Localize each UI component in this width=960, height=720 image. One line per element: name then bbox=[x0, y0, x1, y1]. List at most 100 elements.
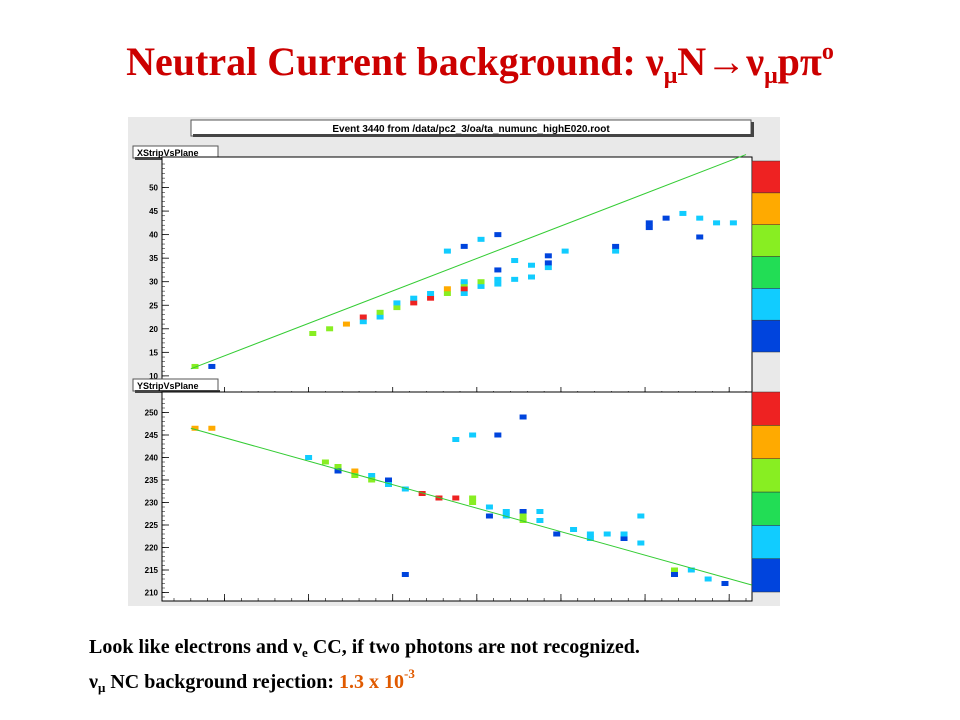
caption-line1-start: Look like electrons and bbox=[89, 636, 294, 658]
title-n: N bbox=[677, 39, 707, 84]
hit-marker bbox=[191, 363, 199, 369]
hit-marker bbox=[494, 267, 502, 273]
fit-line bbox=[190, 154, 747, 370]
hit-marker bbox=[553, 531, 561, 537]
y-tick-label: 230 bbox=[145, 499, 159, 508]
hit-marker bbox=[528, 262, 535, 268]
hit-marker bbox=[393, 305, 401, 311]
event-header-box: Event 3440 from /data/pc2_3/oa/ta_numunc… bbox=[190, 119, 754, 137]
y-tick-label: 20 bbox=[149, 325, 158, 334]
rejection-exponent: -3 bbox=[404, 666, 415, 681]
y-tick-label: 210 bbox=[145, 589, 159, 598]
hit-marker bbox=[443, 248, 451, 254]
hit-marker bbox=[477, 279, 485, 285]
hit-marker bbox=[696, 234, 704, 240]
hit-marker bbox=[359, 319, 367, 325]
hit-marker bbox=[401, 486, 409, 492]
hit-marker bbox=[544, 253, 552, 259]
hit-marker bbox=[485, 513, 493, 519]
hit-marker bbox=[359, 314, 367, 320]
x-tick-label: 740 bbox=[470, 605, 484, 606]
caption-line2-nu: ν bbox=[89, 671, 98, 693]
hit-marker bbox=[469, 495, 477, 501]
hit-marker bbox=[494, 276, 502, 282]
y-tick-label: 25 bbox=[149, 301, 158, 310]
hit-marker bbox=[519, 518, 527, 523]
y-tick-label: 50 bbox=[149, 184, 158, 193]
hit-marker bbox=[477, 283, 485, 289]
color-scale-band bbox=[751, 192, 780, 225]
y-tick-label: 225 bbox=[145, 521, 159, 530]
hit-marker bbox=[418, 491, 426, 496]
hit-marker bbox=[351, 473, 359, 478]
caption-line2-text: NC background rejection: bbox=[105, 671, 340, 693]
plot-frame bbox=[161, 156, 753, 395]
hit-marker bbox=[544, 260, 552, 266]
xstrip-panel: XStripVsPlane710720730740750760770101520… bbox=[132, 145, 780, 407]
color-scale-band bbox=[751, 319, 780, 353]
hit-marker bbox=[368, 477, 376, 483]
title-p: p bbox=[777, 39, 800, 84]
event-header-text: Event 3440 from /data/pc2_3/oa/ta_numunc… bbox=[332, 124, 610, 135]
hit-marker bbox=[321, 459, 329, 465]
hit-marker bbox=[485, 504, 493, 510]
hit-marker bbox=[603, 531, 611, 537]
hit-marker bbox=[477, 236, 485, 242]
x-tick-label: 710 bbox=[218, 605, 232, 606]
hit-marker bbox=[721, 581, 729, 586]
hit-marker bbox=[494, 232, 502, 238]
title-lead: Neutral Current background: bbox=[126, 39, 646, 84]
color-scale-band bbox=[751, 288, 780, 321]
hit-marker bbox=[452, 495, 460, 501]
hit-marker bbox=[469, 432, 477, 438]
title-nu2: ν bbox=[746, 39, 765, 84]
hit-marker bbox=[309, 331, 317, 336]
title-nu: ν bbox=[645, 39, 664, 84]
title-arrow: → bbox=[706, 39, 747, 84]
x-tick-label: 730 bbox=[386, 605, 400, 606]
x-tick-label: 760 bbox=[638, 605, 652, 606]
hit-marker bbox=[351, 468, 359, 474]
hit-marker bbox=[494, 432, 502, 438]
x-tick-label: 750 bbox=[554, 605, 568, 606]
hit-marker bbox=[612, 248, 620, 254]
hit-marker bbox=[519, 414, 527, 420]
hit-marker bbox=[620, 536, 628, 541]
caption-line1-end: CC, if two photons are not recognized. bbox=[307, 636, 640, 658]
hit-marker bbox=[410, 300, 418, 306]
hit-marker bbox=[696, 215, 704, 221]
color-scale-band bbox=[751, 224, 780, 257]
hit-marker bbox=[671, 572, 678, 577]
y-tick-label: 30 bbox=[149, 278, 158, 287]
hit-marker bbox=[671, 567, 678, 573]
hit-marker bbox=[460, 243, 468, 249]
hit-marker bbox=[620, 531, 628, 537]
slide-title: Neutral Current background: νμN→νμpπo bbox=[0, 38, 960, 90]
caption-line-1: Look like electrons and νe CC, if two ph… bbox=[89, 636, 640, 661]
hit-marker bbox=[511, 258, 519, 264]
fit-line bbox=[190, 427, 755, 587]
color-scale-band bbox=[751, 160, 780, 194]
y-tick-label: 35 bbox=[149, 254, 158, 263]
hit-marker bbox=[410, 295, 418, 301]
hit-marker bbox=[713, 220, 721, 226]
title-pi: π bbox=[799, 39, 822, 84]
y-tick-label: 240 bbox=[145, 454, 159, 463]
hit-marker bbox=[191, 425, 199, 431]
hit-marker bbox=[570, 527, 578, 532]
ystrip-panel: YStripVsPlane 710 720 730 740 750 760 770 210 215… bbox=[132, 378, 780, 606]
y-tick-label: 45 bbox=[149, 207, 158, 216]
hit-marker bbox=[208, 363, 216, 369]
x-tick-label: 720 bbox=[302, 605, 316, 606]
hit-marker bbox=[544, 265, 552, 271]
panel-title: XStripVsPlane bbox=[137, 148, 199, 158]
hit-marker bbox=[469, 500, 477, 505]
hit-marker bbox=[452, 437, 460, 442]
hit-marker bbox=[443, 286, 451, 292]
hit-marker bbox=[679, 210, 687, 216]
hit-marker bbox=[536, 518, 544, 523]
y-tick-label: 250 bbox=[145, 409, 159, 418]
title-o-superscript: o bbox=[821, 39, 834, 65]
hit-marker bbox=[519, 509, 527, 514]
caption-mu-subscript: μ bbox=[97, 680, 106, 695]
